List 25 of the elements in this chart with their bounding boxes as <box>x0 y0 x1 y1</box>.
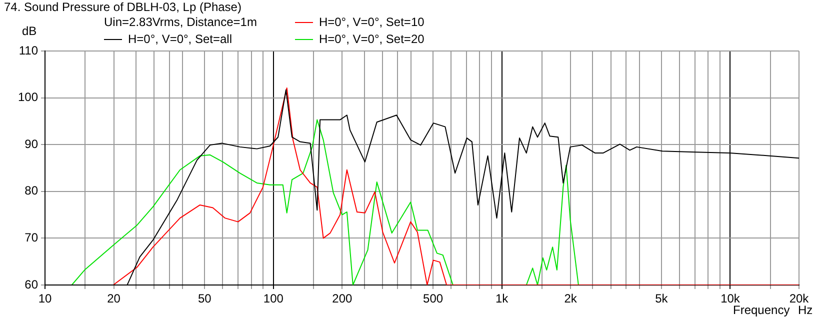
x-tick-label: 2k <box>564 292 578 306</box>
text: Hz <box>798 303 813 317</box>
x-tick-label: 500 <box>423 292 444 306</box>
legend-label: H=0°, V=0°, Set=all <box>127 32 233 48</box>
x-tick-label: 20k <box>789 292 810 306</box>
y-tick-label: 80 <box>24 184 38 198</box>
x-tick-label: 200 <box>332 292 353 306</box>
legend-label: H=0°, V=0°, Set=20 <box>318 32 424 48</box>
x-tick-label: 100 <box>263 292 284 306</box>
chart-subtitle: Uin=2.83Vrms, Distance=1m <box>104 15 257 31</box>
x-tick-label: 10 <box>38 292 52 306</box>
x-tick-label: 10k <box>720 292 741 306</box>
chart-title: 74. Sound Pressure of DBLH-03, Lp (Phase) <box>4 0 242 14</box>
y-tick-label: 90 <box>24 136 38 151</box>
x-tick-label: 50 <box>198 292 212 306</box>
y-tick-label: 70 <box>24 230 38 245</box>
y-tick-label: 110 <box>18 43 38 58</box>
y-axis-title: dB <box>22 24 37 38</box>
x-axis-title: Frequency <box>733 303 790 317</box>
x-tick-label: 5k <box>655 292 669 306</box>
x-tick-label: 1k <box>495 292 510 306</box>
y-tick-label: 60 <box>24 277 38 292</box>
legend-label: H=0°, V=0°, Set=10 <box>318 15 424 31</box>
y-tick-label: 100 <box>18 90 38 104</box>
x-tick-label: 20 <box>107 292 121 306</box>
